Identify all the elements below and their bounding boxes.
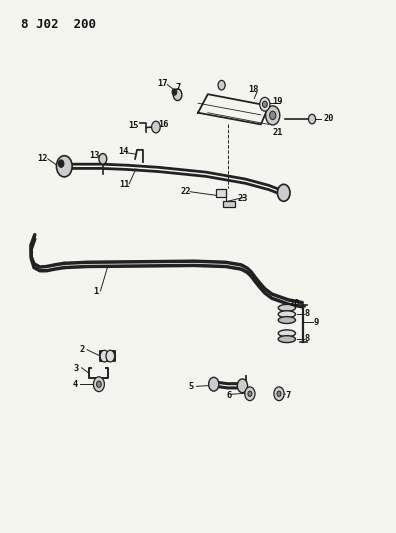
Circle shape <box>173 89 182 101</box>
Text: 9: 9 <box>313 318 319 327</box>
Text: 7: 7 <box>286 391 291 400</box>
Circle shape <box>106 350 114 362</box>
Circle shape <box>218 80 225 90</box>
Text: 13: 13 <box>90 151 100 160</box>
Circle shape <box>93 377 105 392</box>
Text: 23: 23 <box>238 193 248 203</box>
Text: 3: 3 <box>74 364 79 373</box>
Bar <box>223 201 235 207</box>
Ellipse shape <box>278 311 295 318</box>
Circle shape <box>100 350 109 362</box>
Text: 12: 12 <box>38 155 48 164</box>
Circle shape <box>278 184 290 201</box>
Text: 15: 15 <box>128 121 138 130</box>
Text: 5: 5 <box>188 382 194 391</box>
Text: 8: 8 <box>305 309 310 318</box>
Ellipse shape <box>278 317 295 324</box>
Text: 6: 6 <box>226 391 231 400</box>
Text: 22: 22 <box>180 187 190 196</box>
Text: 16: 16 <box>158 120 169 130</box>
Text: 19: 19 <box>272 96 283 106</box>
Circle shape <box>270 111 276 119</box>
Circle shape <box>274 387 284 401</box>
Circle shape <box>277 391 281 397</box>
Circle shape <box>266 106 280 125</box>
Text: 4: 4 <box>73 379 78 389</box>
Circle shape <box>245 387 255 401</box>
Circle shape <box>209 377 219 391</box>
Circle shape <box>308 114 316 124</box>
Circle shape <box>57 156 72 177</box>
Text: 20: 20 <box>324 114 334 123</box>
Text: 8 J02  200: 8 J02 200 <box>21 18 96 31</box>
Circle shape <box>263 101 267 108</box>
Circle shape <box>248 391 252 397</box>
Circle shape <box>58 160 64 167</box>
Circle shape <box>172 89 177 95</box>
Circle shape <box>237 379 248 393</box>
Text: 10: 10 <box>289 299 300 308</box>
Ellipse shape <box>278 304 295 311</box>
Circle shape <box>99 154 107 164</box>
Text: 2: 2 <box>79 345 85 354</box>
Circle shape <box>260 98 270 111</box>
Text: 17: 17 <box>157 79 168 88</box>
Text: 11: 11 <box>119 180 130 189</box>
Text: 21: 21 <box>272 128 283 138</box>
Circle shape <box>97 381 101 387</box>
Text: 7: 7 <box>175 83 180 92</box>
Ellipse shape <box>278 330 295 337</box>
Text: 1: 1 <box>93 287 98 296</box>
Ellipse shape <box>278 336 295 343</box>
Text: 18: 18 <box>248 85 258 94</box>
Text: 8: 8 <box>305 334 310 343</box>
Bar <box>216 189 226 197</box>
Circle shape <box>152 121 160 133</box>
Text: 14: 14 <box>118 148 129 157</box>
